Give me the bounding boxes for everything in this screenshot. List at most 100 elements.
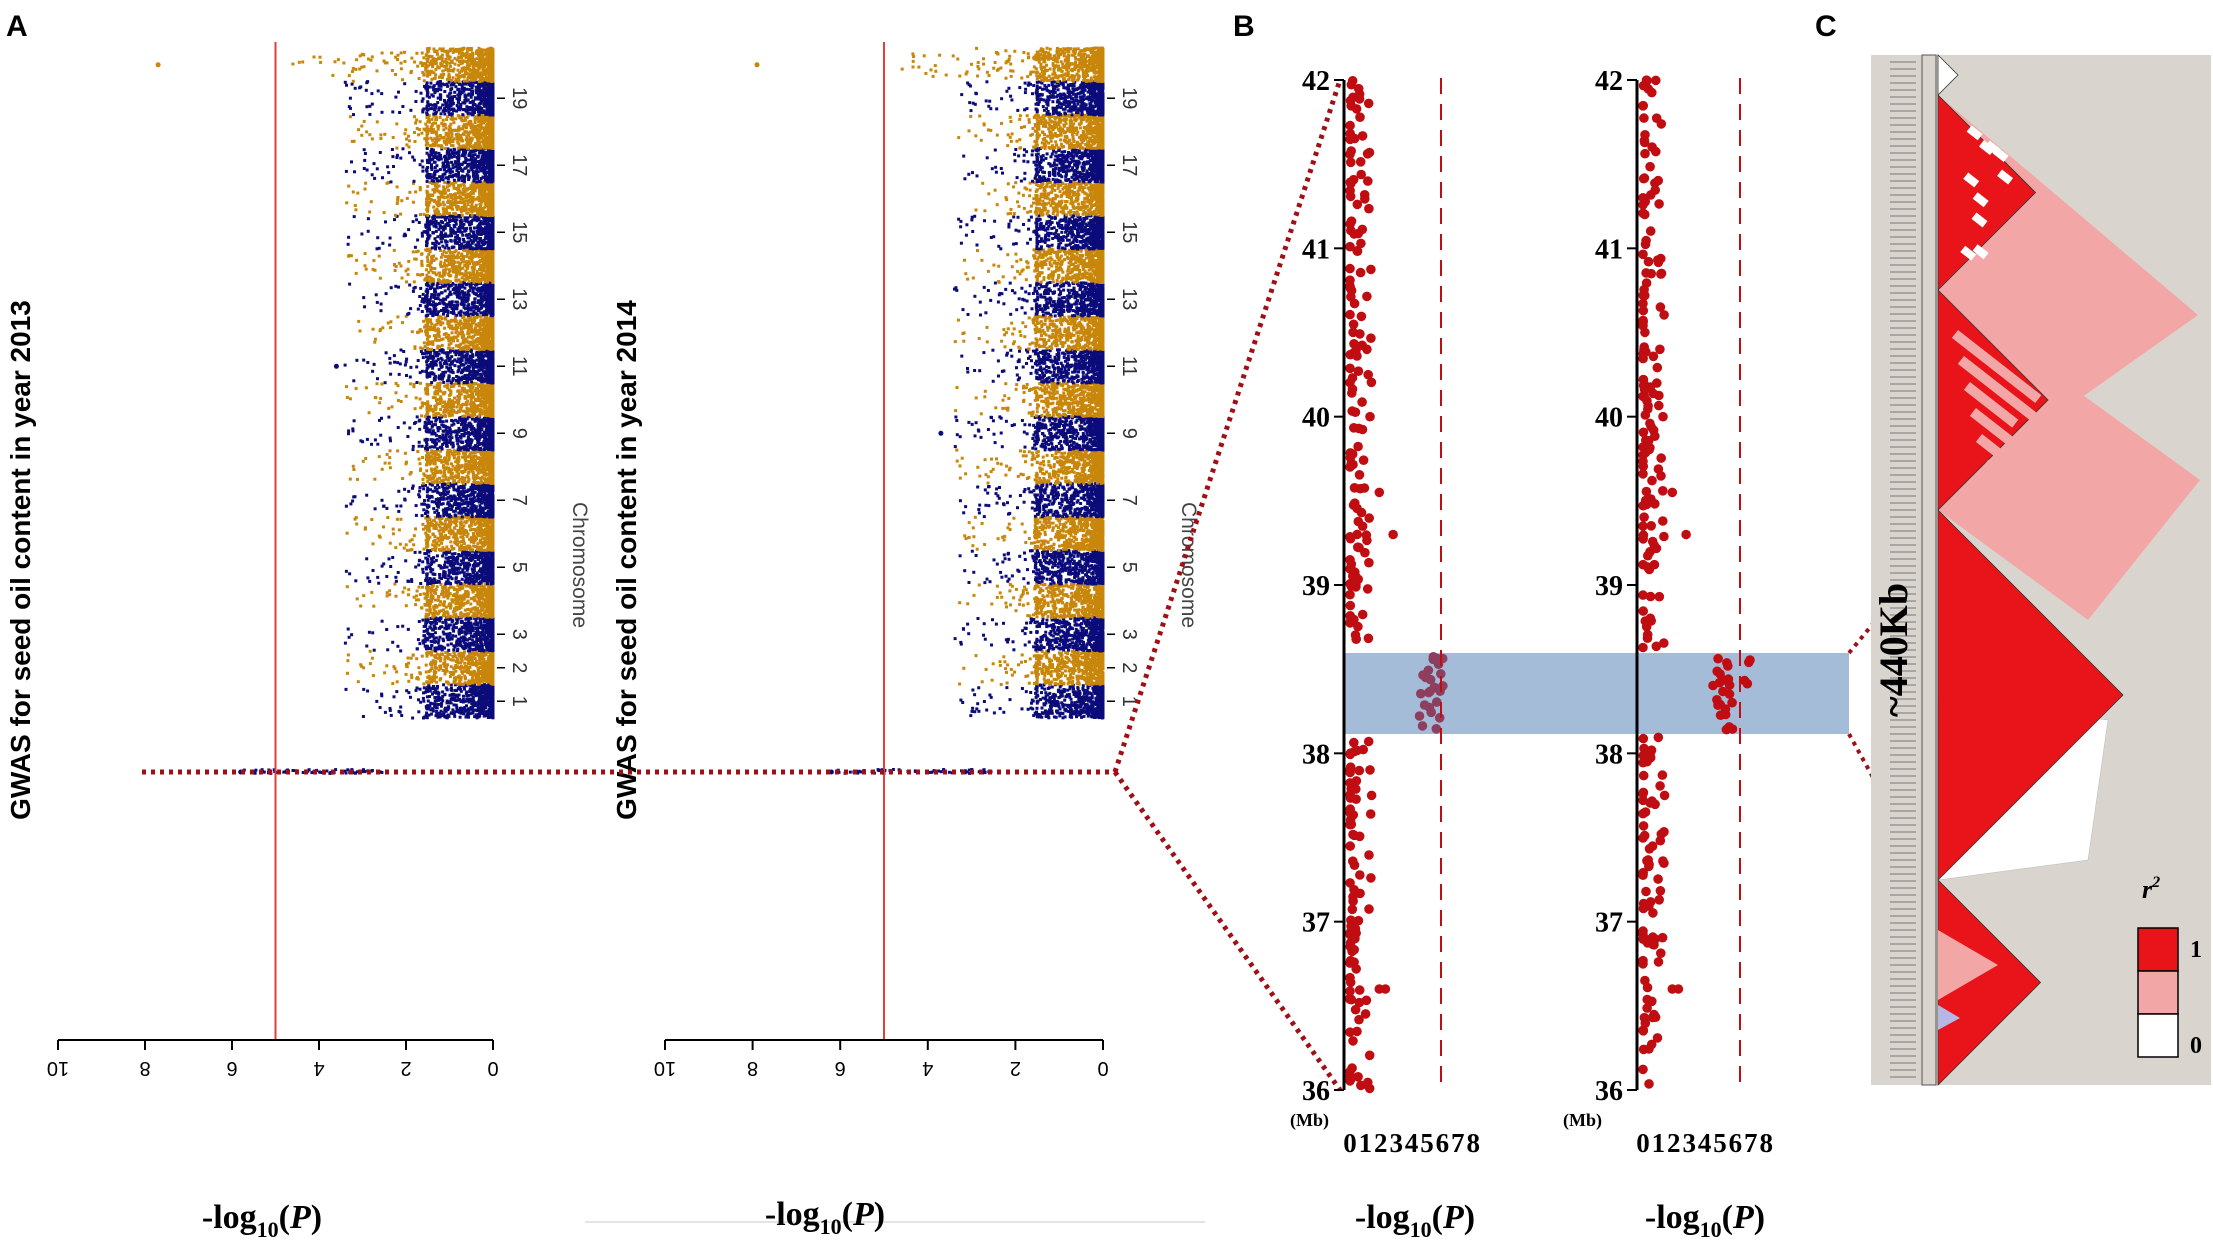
snp-point [472, 607, 475, 610]
snp-point [357, 680, 360, 683]
snp-point [458, 711, 461, 714]
snp-point [419, 582, 422, 585]
snp-point [433, 673, 436, 676]
snp-point [424, 645, 427, 648]
snp-point [430, 679, 433, 682]
snp-point [445, 610, 448, 613]
snp-point [448, 570, 451, 573]
snp-point [472, 635, 475, 638]
snp-point [389, 709, 392, 712]
snp-point [478, 682, 481, 685]
snp-point [345, 688, 348, 691]
snp-point [478, 534, 481, 537]
snp-point [466, 671, 469, 674]
snp-point [481, 533, 484, 536]
snp-point [471, 557, 474, 560]
snp-point [482, 570, 485, 573]
snp-point [414, 566, 417, 569]
snp-point [450, 530, 453, 533]
snp-point [470, 656, 473, 659]
snp-point [432, 685, 435, 688]
snp-point [488, 635, 491, 638]
snp-point [449, 653, 452, 656]
snp-point [344, 642, 347, 645]
snp-point [456, 571, 459, 574]
snp-point [478, 601, 481, 604]
snp-point [462, 557, 465, 560]
snp-point [483, 638, 486, 641]
snp-point [463, 706, 466, 709]
snp-point [448, 526, 451, 529]
snp-point [462, 683, 465, 686]
snp-point [417, 666, 420, 669]
snp-point [402, 591, 405, 594]
snp-point [462, 639, 465, 642]
snp-point [467, 649, 470, 652]
snp-point [465, 638, 468, 641]
snp-point [485, 663, 488, 666]
snp-point [461, 578, 464, 581]
snp-point [412, 654, 415, 657]
snp-point [418, 551, 421, 554]
snp-point [459, 682, 462, 685]
snp-point [471, 520, 474, 523]
snp-point [456, 658, 459, 661]
snp-point [491, 648, 494, 651]
snp-point [483, 658, 486, 661]
snp-point [441, 546, 444, 549]
snp-point [488, 642, 491, 645]
snp-point [484, 521, 487, 524]
snp-point [450, 671, 453, 674]
snp-point [483, 715, 486, 718]
snp-point [461, 535, 464, 538]
snp-point [432, 635, 435, 638]
snp-point [391, 641, 394, 644]
snp-point [435, 559, 438, 562]
snp-point [431, 543, 434, 546]
snp-point [434, 631, 437, 634]
snp-point [386, 595, 389, 598]
snp-point [437, 695, 440, 698]
snp-point [441, 621, 444, 624]
snp-point [472, 564, 475, 567]
snp-point [433, 696, 436, 699]
snp-point [450, 665, 453, 668]
snp-point [477, 705, 480, 708]
snp-point [461, 568, 464, 571]
snp-point [491, 619, 494, 622]
snp-point [469, 624, 472, 627]
snp-point [422, 691, 425, 694]
snp-point [491, 688, 494, 691]
snp-point [426, 590, 429, 593]
snp-point [488, 675, 491, 678]
snp-point [359, 605, 362, 608]
snp-point [376, 576, 379, 579]
snp-point [425, 579, 428, 582]
manhattan-plot-2013: 0246810 1235791113151719 GWAS for seed o… [5, 42, 591, 1242]
snp-point [489, 629, 492, 632]
snp-point [477, 709, 480, 712]
snp-point [365, 557, 368, 560]
snp-point [469, 603, 472, 606]
snp-point [446, 700, 449, 703]
snp-point [441, 648, 444, 651]
snp-point [484, 653, 487, 656]
snp-point [438, 576, 441, 579]
snp-point [463, 688, 466, 691]
snp-point [370, 591, 373, 594]
snp-point [491, 593, 494, 596]
snp-point [489, 556, 492, 559]
snp-point [451, 567, 454, 570]
snp-point [440, 593, 443, 596]
snp-point [458, 594, 461, 597]
snp-point [490, 543, 493, 546]
snp-point [385, 575, 388, 578]
snp-point [488, 639, 491, 642]
snp-point [466, 577, 469, 580]
snp-point [449, 556, 452, 559]
snp-point [461, 660, 464, 663]
snp-point [393, 695, 396, 698]
snp-point [478, 591, 481, 594]
snp-point [453, 526, 456, 529]
snp-point [486, 518, 489, 521]
